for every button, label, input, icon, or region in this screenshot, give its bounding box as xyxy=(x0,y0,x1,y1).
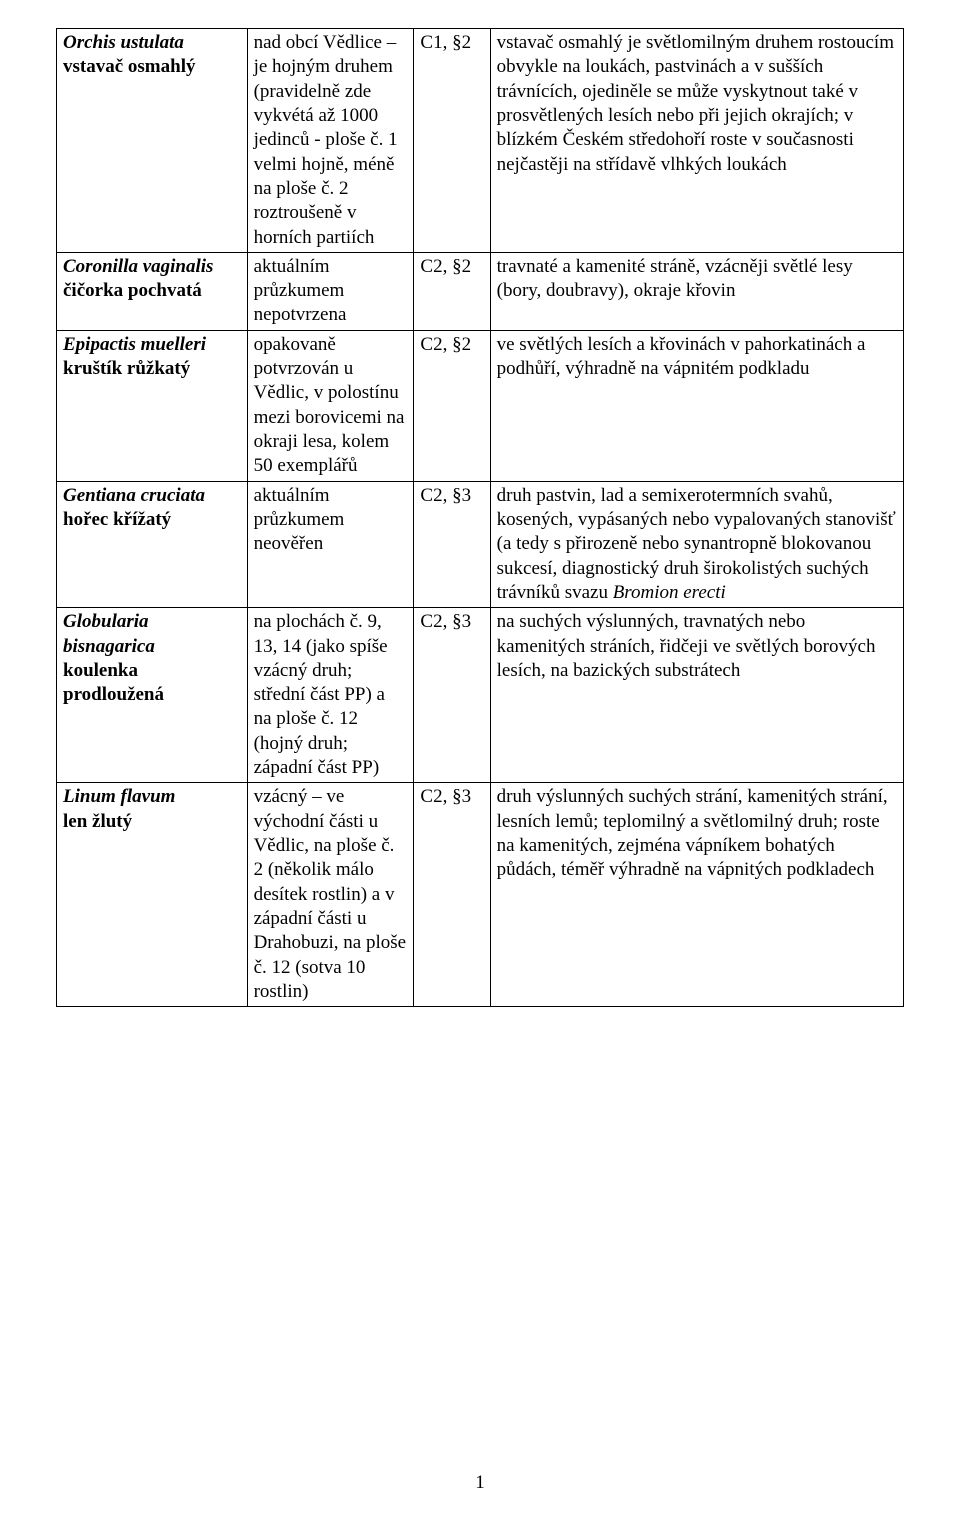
cell-category: C2, §2 xyxy=(414,252,490,330)
cell-name: Epipactis muelleri kruštík růžkatý xyxy=(57,330,248,481)
cell-category: C2, §3 xyxy=(414,608,490,783)
cell-name: Gentiana cruciata hořec křížatý xyxy=(57,481,248,608)
page-number: 1 xyxy=(0,1472,960,1494)
cell-category: C2, §3 xyxy=(414,481,490,608)
cell-occurrence: aktuálním průzkumem nepotvrzena xyxy=(247,252,414,330)
table-row: Gentiana cruciata hořec křížatý aktuální… xyxy=(57,481,904,608)
cell-category: C1, §2 xyxy=(414,29,490,253)
species-table: Orchis ustulata vstavač osmahlý nad obcí… xyxy=(56,28,904,1007)
table-row: Linum flavum len žlutý vzácný – ve výcho… xyxy=(57,783,904,1007)
cell-occurrence: vzácný – ve východní části u Vědlic, na … xyxy=(247,783,414,1007)
cell-habitat: travnaté a kamenité stráně, vzácněji svě… xyxy=(490,252,903,330)
cell-occurrence: opakovaně potvrzován u Vědlic, v polostí… xyxy=(247,330,414,481)
habitat-italic: Bromion erecti xyxy=(613,582,726,603)
czech-name: vstavač osmahlý xyxy=(63,56,195,77)
cell-category: C2, §2 xyxy=(414,330,490,481)
cell-habitat: ve světlých lesích a křovinách v pahorka… xyxy=(490,330,903,481)
page: Orchis ustulata vstavač osmahlý nad obcí… xyxy=(0,0,960,1532)
czech-name: čičorka pochvatá xyxy=(63,280,202,301)
table-row: Epipactis muelleri kruštík růžkatý opako… xyxy=(57,330,904,481)
cell-name: Linum flavum len žlutý xyxy=(57,783,248,1007)
latin-name: Gentiana cruciata xyxy=(63,485,205,506)
cell-habitat: druh pastvin, lad a semixerotermních sva… xyxy=(490,481,903,608)
cell-category: C2, §3 xyxy=(414,783,490,1007)
czech-name: len žlutý xyxy=(63,811,132,832)
czech-name: koulenka prodloužená xyxy=(63,660,164,705)
cell-habitat: vstavač osmahlý je světlomilným druhem r… xyxy=(490,29,903,253)
latin-name: Globularia bisnagarica xyxy=(63,611,155,656)
latin-name: Epipactis muelleri xyxy=(63,334,206,355)
cell-name: Coronilla vaginalis čičorka pochvatá xyxy=(57,252,248,330)
latin-name: Linum flavum xyxy=(63,786,175,807)
cell-habitat: druh výslunných suchých strání, kamenitý… xyxy=(490,783,903,1007)
latin-name: Orchis ustulata xyxy=(63,32,184,53)
cell-occurrence: nad obcí Vědlice – je hojným druhem (pra… xyxy=(247,29,414,253)
cell-name: Orchis ustulata vstavač osmahlý xyxy=(57,29,248,253)
latin-name: Coronilla vaginalis xyxy=(63,256,213,277)
cell-habitat: na suchých výslunných, travnatých nebo k… xyxy=(490,608,903,783)
cell-occurrence: na plochách č. 9, 13, 14 (jako spíše vzá… xyxy=(247,608,414,783)
czech-name: kruštík růžkatý xyxy=(63,358,190,379)
table-row: Orchis ustulata vstavač osmahlý nad obcí… xyxy=(57,29,904,253)
table-row: Coronilla vaginalis čičorka pochvatá akt… xyxy=(57,252,904,330)
table-row: Globularia bisnagarica koulenka prodlouž… xyxy=(57,608,904,783)
cell-occurrence: aktuálním průzkumem neověřen xyxy=(247,481,414,608)
cell-name: Globularia bisnagarica koulenka prodlouž… xyxy=(57,608,248,783)
czech-name: hořec křížatý xyxy=(63,509,171,530)
